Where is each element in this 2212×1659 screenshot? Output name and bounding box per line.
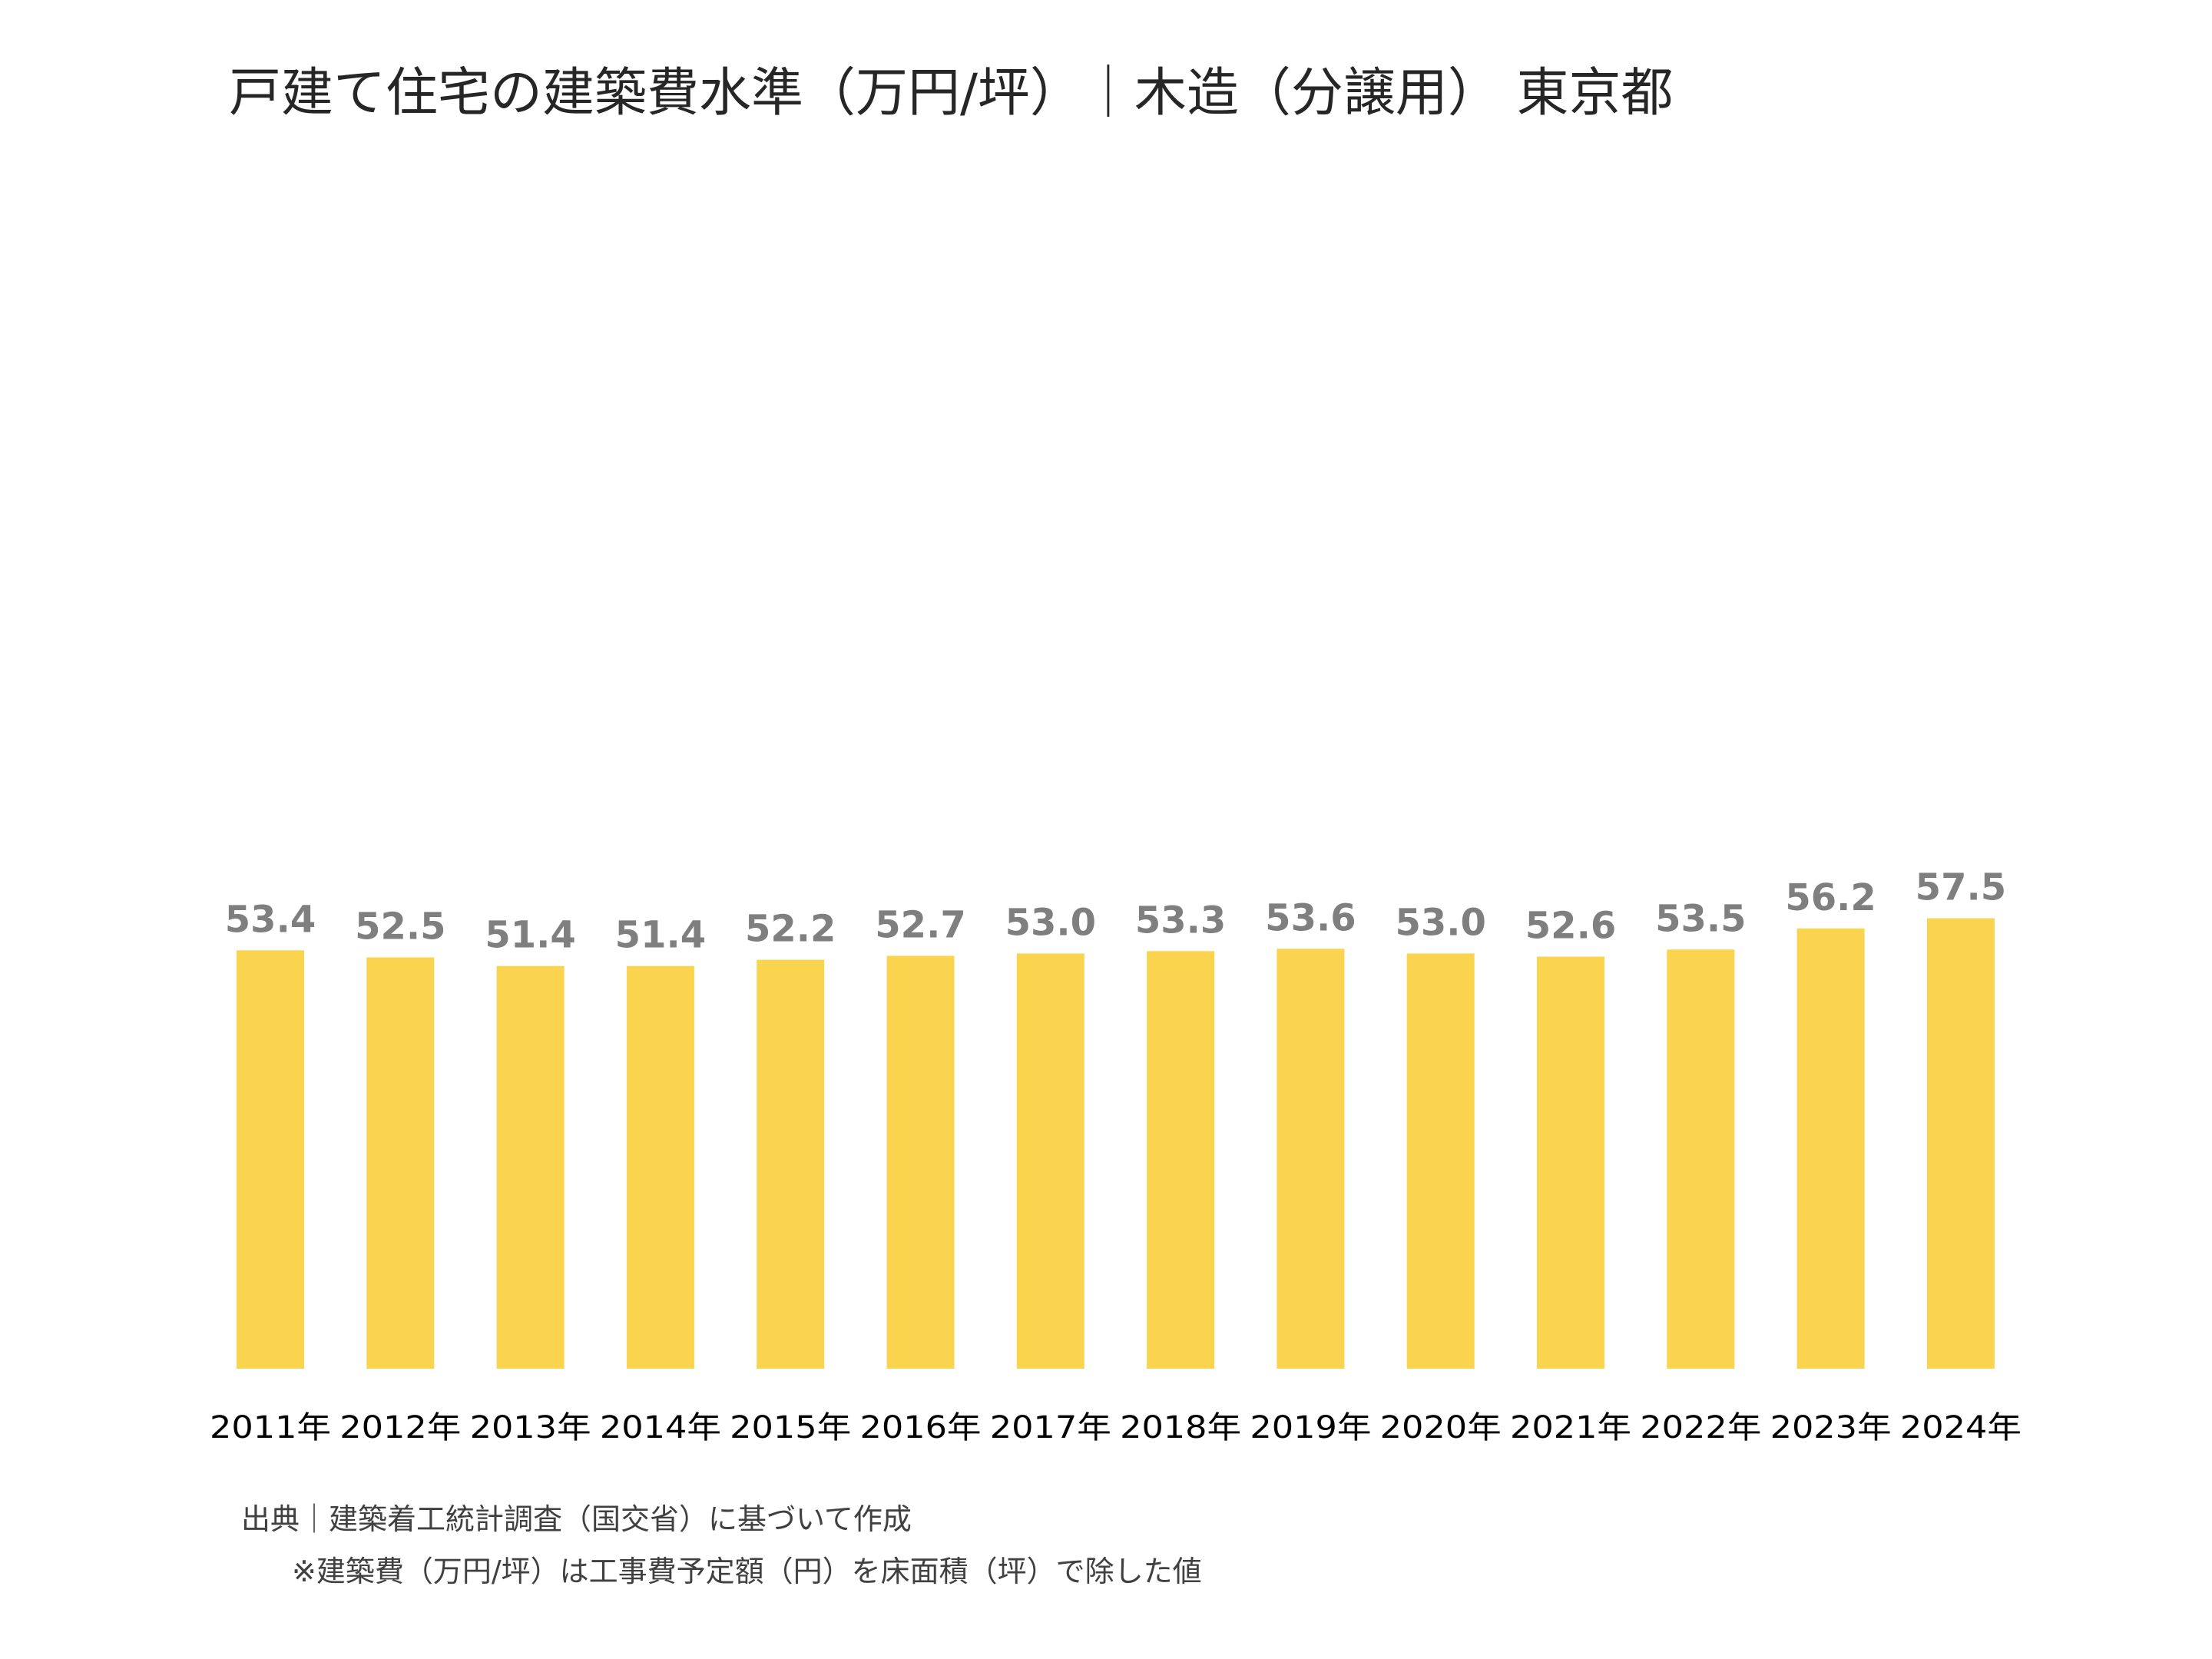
- bar-2011年: [237, 950, 304, 1369]
- x-tick-label: 2021年: [1510, 1410, 1631, 1445]
- bars-layer: [237, 918, 1995, 1369]
- data-label: 51.4: [615, 914, 706, 957]
- data-label: 51.4: [485, 914, 575, 957]
- x-tick-label: 2020年: [1380, 1410, 1502, 1445]
- bar-2015年: [757, 959, 825, 1369]
- footnote: ※建築費（万円/坪）は工事費予定額（円）を床面積（坪）で除した値: [292, 1555, 1202, 1588]
- x-tick-label: 2022年: [1640, 1410, 1761, 1445]
- bar-2024年: [1926, 918, 1995, 1369]
- bar-2013年: [496, 965, 565, 1369]
- bar-2012年: [366, 957, 435, 1369]
- bar-2019年: [1277, 949, 1345, 1369]
- data-label: 56.2: [1785, 876, 1876, 919]
- x-tick-label: 2014年: [600, 1410, 721, 1445]
- bar-2017年: [1016, 953, 1084, 1369]
- bar-2020年: [1406, 953, 1475, 1369]
- x-tick-label: 2011年: [210, 1410, 331, 1445]
- data-label: 53.0: [1395, 901, 1485, 944]
- chart-title: 戸建て住宅の建築費水準（万円/坪）｜木造（分譲用） 東京都: [229, 63, 1674, 124]
- x-tick-label: 2015年: [730, 1410, 851, 1445]
- x-tick-label: 2016年: [860, 1410, 982, 1445]
- data-label: 52.2: [745, 908, 836, 951]
- x-tick-label: 2018年: [1120, 1410, 1241, 1445]
- category-labels-layer: 2011年 2012年 2013年 2014年 2015年 2016年 2017年 2018年…: [210, 1410, 2022, 1445]
- bar-2021年: [1537, 956, 1604, 1369]
- x-tick-label: 2012年: [339, 1410, 461, 1445]
- data-label: 52.7: [875, 904, 965, 947]
- data-label: 52.5: [355, 906, 445, 949]
- x-tick-label: 2023年: [1770, 1410, 1892, 1445]
- data-label: 53.5: [1655, 897, 1746, 940]
- x-tick-label: 2024年: [1900, 1410, 2022, 1445]
- data-label: 53.0: [1005, 901, 1096, 944]
- data-label: 57.5: [1916, 866, 2006, 909]
- x-tick-label: 2013年: [470, 1410, 591, 1445]
- x-tick-label: 2017年: [990, 1410, 1111, 1445]
- data-label: 53.3: [1135, 899, 1226, 942]
- value-labels-layer: 53.4 52.5 51.4 51.4 52.2 52.7 53.0 53.3 53.6 53.0…: [225, 866, 2006, 957]
- bar-2022年: [1667, 949, 1735, 1369]
- data-label: 53.4: [225, 898, 316, 941]
- source-note: 出典｜建築着工統計調査（国交省）に基づいて作成: [241, 1502, 912, 1536]
- data-label: 53.6: [1265, 896, 1356, 939]
- bar-2016年: [886, 955, 955, 1369]
- bar-2014年: [626, 965, 694, 1369]
- bar-2018年: [1147, 951, 1215, 1369]
- bar-2023年: [1796, 928, 1865, 1369]
- data-label: 52.6: [1525, 905, 1616, 948]
- x-tick-label: 2019年: [1250, 1410, 1371, 1445]
